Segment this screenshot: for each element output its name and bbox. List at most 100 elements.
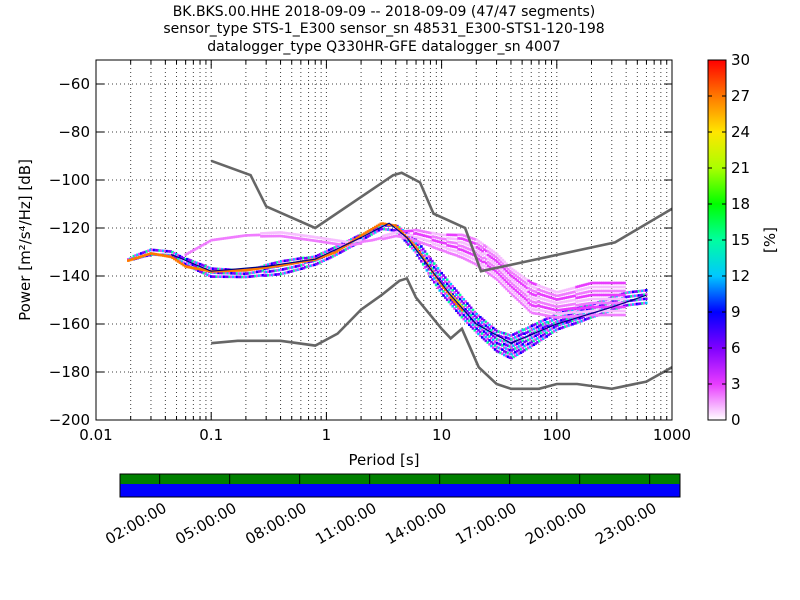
psd-cell (250, 233, 254, 237)
y-tick-label: −140 (49, 267, 90, 285)
psd-cell (518, 276, 521, 280)
psd-cell (514, 285, 518, 288)
psd-cell (541, 330, 545, 333)
psd-cell (628, 303, 631, 307)
psd-cell (446, 244, 449, 247)
psd-cell (602, 313, 606, 317)
psd-cell (171, 250, 174, 254)
psd-cell (558, 297, 562, 301)
timeline-tick-label: 05:00:00 (172, 499, 239, 548)
psd-cell (431, 267, 434, 270)
psd-cell (427, 235, 431, 239)
psd-cell (343, 240, 346, 243)
psd-cell (599, 297, 602, 301)
psd-cell (484, 261, 488, 265)
psd-cell (475, 249, 479, 253)
psd-cell (359, 239, 363, 242)
psd-cell (318, 256, 322, 260)
psd-cell (263, 270, 267, 274)
psd-cell (619, 309, 623, 313)
psd-cell (584, 302, 588, 306)
psd-cell (239, 269, 243, 272)
psd-cell (587, 308, 591, 311)
psd-cell (252, 274, 255, 278)
psd-cell (578, 303, 582, 307)
psd-cell (306, 238, 309, 242)
psd-cell (422, 238, 425, 241)
psd-cell (588, 302, 591, 305)
psd-cell (534, 326, 537, 330)
psd-cell (433, 232, 436, 235)
psd-cell (575, 296, 578, 300)
psd-cell (269, 234, 272, 238)
psd-cell (346, 240, 350, 244)
psd-cell (555, 290, 558, 294)
psd-cell (145, 253, 149, 257)
psd-cell (252, 233, 256, 237)
psd-cell (397, 228, 401, 231)
psd-cell (245, 234, 248, 237)
psd-cell (337, 252, 340, 255)
psd-cell (244, 268, 248, 272)
psd-cell (178, 261, 182, 264)
psd-cell (622, 296, 626, 299)
psd-cell (624, 295, 628, 299)
psd-cell (319, 240, 322, 243)
psd-cell (420, 229, 424, 233)
psd-cell (149, 252, 152, 255)
psd-cell (617, 301, 621, 305)
psd-cell (351, 237, 355, 240)
psd-cell (263, 274, 267, 277)
psd-cell (375, 224, 379, 228)
psd-cell (279, 272, 283, 276)
psd-cell (342, 249, 346, 252)
psd-cell (508, 284, 512, 287)
psd-cell (189, 266, 193, 269)
psd-cell (573, 314, 577, 318)
psd-cell (276, 269, 279, 272)
psd-cell (352, 243, 355, 246)
psd-cell (278, 268, 281, 272)
psd-cell (521, 343, 525, 346)
psd-cell (416, 236, 420, 240)
psd-cell (247, 234, 250, 237)
psd-cell (481, 260, 484, 264)
psd-cell (389, 232, 392, 236)
psd-cell (309, 235, 313, 238)
psd-cell (437, 236, 440, 240)
psd-cell (569, 311, 573, 314)
psd-cell (586, 290, 589, 294)
psd-cell (444, 292, 447, 295)
psd-cell (604, 285, 608, 289)
psd-cell (512, 280, 516, 283)
psd-cell (526, 342, 530, 346)
psd-cell (534, 322, 537, 326)
psd-cell (558, 319, 561, 323)
psd-cell (639, 293, 643, 297)
psd-cell (232, 272, 235, 275)
psd-cell (385, 236, 389, 240)
psd-cell (344, 244, 348, 247)
psd-cell (521, 350, 525, 353)
psd-cell (470, 248, 473, 252)
psd-cell (329, 255, 333, 259)
psd-cell (446, 247, 449, 251)
psd-cell (226, 236, 230, 240)
psd-cell (136, 253, 139, 257)
psd-cell (416, 229, 420, 232)
psd-cell (580, 303, 584, 306)
psd-cell (479, 255, 483, 259)
psd-cell (503, 282, 507, 285)
psd-cell (444, 284, 447, 287)
psd-cell (490, 329, 493, 332)
psd-cell (320, 255, 324, 259)
psd-cell (506, 333, 510, 336)
psd-cell (444, 250, 448, 253)
psd-cell (479, 334, 482, 337)
psd-cell (200, 271, 204, 274)
psd-cell (432, 269, 436, 273)
psd-cell (163, 254, 167, 258)
y-tick-label: −120 (49, 219, 90, 237)
psd-cell (585, 317, 589, 321)
psd-cell (462, 317, 466, 321)
